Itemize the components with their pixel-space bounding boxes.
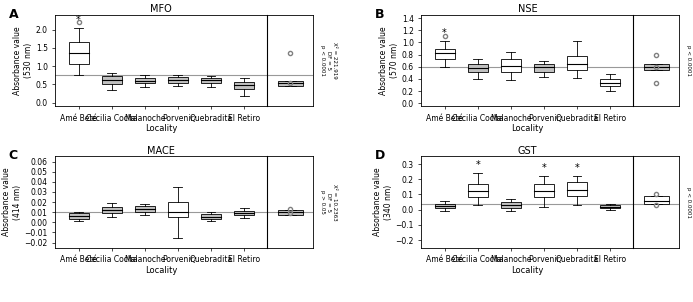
Bar bbox=[435, 204, 455, 208]
Bar bbox=[644, 196, 669, 204]
Bar bbox=[135, 78, 155, 83]
Text: *: * bbox=[475, 160, 480, 170]
Bar bbox=[234, 211, 254, 215]
X-axis label: Locality: Locality bbox=[145, 266, 177, 275]
Bar bbox=[600, 79, 620, 86]
Y-axis label: Absorbance value
(530 nm): Absorbance value (530 nm) bbox=[13, 26, 33, 95]
Text: B: B bbox=[375, 8, 385, 21]
Title: MFO: MFO bbox=[150, 4, 173, 14]
Text: X² = 221.919
DF = 5
p < 0.0001: X² = 221.919 DF = 5 p < 0.0001 bbox=[320, 42, 337, 79]
Y-axis label: Absorbance value
(340 nm): Absorbance value (340 nm) bbox=[374, 168, 393, 236]
Bar bbox=[69, 213, 89, 219]
Bar bbox=[102, 76, 122, 84]
Bar bbox=[534, 184, 554, 198]
Text: *: * bbox=[76, 15, 81, 25]
Text: *: * bbox=[442, 28, 447, 38]
Bar bbox=[201, 214, 221, 219]
Y-axis label: Absorbance value
(570 nm): Absorbance value (570 nm) bbox=[380, 26, 399, 95]
Bar bbox=[278, 210, 303, 215]
Text: X² = 127.4189
DF = 5
p < 0.0001: X² = 127.4189 DF = 5 p < 0.0001 bbox=[686, 182, 693, 222]
X-axis label: Locality: Locality bbox=[145, 124, 177, 133]
Text: *: * bbox=[541, 163, 546, 173]
Bar bbox=[600, 205, 620, 208]
Bar bbox=[234, 82, 254, 89]
Text: D: D bbox=[375, 149, 385, 162]
Bar bbox=[567, 182, 587, 196]
Text: X² = 10.2363
DF = 5
p > 0.05: X² = 10.2363 DF = 5 p > 0.05 bbox=[320, 184, 337, 220]
Bar bbox=[501, 59, 520, 72]
Bar bbox=[468, 64, 488, 72]
Bar bbox=[567, 56, 587, 70]
Bar bbox=[278, 82, 303, 85]
Y-axis label: Absorbance value
(414 nm): Absorbance value (414 nm) bbox=[2, 168, 21, 236]
Bar bbox=[501, 202, 520, 208]
X-axis label: Locality: Locality bbox=[511, 266, 543, 275]
Bar bbox=[468, 184, 488, 198]
X-axis label: Locality: Locality bbox=[511, 124, 543, 133]
Bar bbox=[168, 202, 188, 217]
Title: NSE: NSE bbox=[518, 4, 537, 14]
Bar bbox=[534, 64, 554, 72]
Bar bbox=[102, 207, 122, 213]
Bar bbox=[201, 78, 221, 82]
Bar bbox=[168, 77, 188, 82]
Text: *: * bbox=[574, 163, 579, 173]
Bar bbox=[135, 206, 155, 212]
Title: MACE: MACE bbox=[148, 146, 175, 156]
Bar bbox=[435, 49, 455, 59]
Title: GST: GST bbox=[518, 146, 537, 156]
Text: A: A bbox=[9, 8, 19, 21]
Bar bbox=[644, 64, 669, 70]
Text: X² = 232.516
DF = 5
p < 0.0001: X² = 232.516 DF = 5 p < 0.0001 bbox=[686, 42, 693, 79]
Bar bbox=[69, 43, 89, 64]
Text: C: C bbox=[9, 149, 18, 162]
